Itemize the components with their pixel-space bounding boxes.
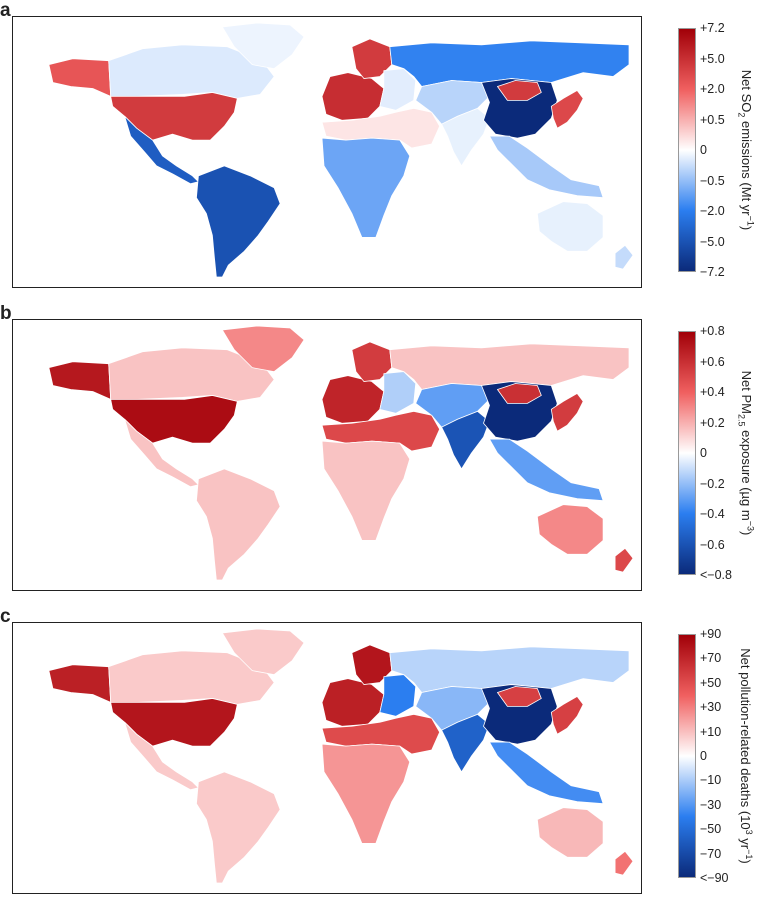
colorbar-label-part: exposure (µg m <box>739 426 755 521</box>
colorbar-tick: −0.4 <box>700 507 725 521</box>
colorbar-label-part: −3 <box>745 520 756 531</box>
region-eastern-europe <box>379 68 417 111</box>
region-greenland <box>221 325 305 373</box>
colorbar-tick: −2.0 <box>700 204 725 218</box>
colorbar-label: Net pollution-related deaths (103 yr−1) <box>738 648 754 863</box>
colorbar-tick: −5.0 <box>700 234 725 249</box>
region-western-europe <box>321 375 385 424</box>
region-sub-saharan-africa <box>321 137 411 238</box>
world-map <box>12 319 642 591</box>
colorbar-tick: +0.8 <box>700 324 725 338</box>
region-new-zealand <box>614 244 634 270</box>
colorbar-label-part: ) <box>739 530 755 536</box>
colorbar-tick: −10 <box>700 773 722 788</box>
colorbar-tick: +10 <box>700 724 722 739</box>
region-south-america <box>196 468 281 581</box>
region-mongolia <box>497 80 542 101</box>
region-australia <box>536 807 604 858</box>
colorbar <box>678 634 696 878</box>
region-south-asia <box>441 713 490 773</box>
colorbar-tick: −50 <box>700 822 722 837</box>
region-new-zealand <box>614 850 634 876</box>
colorbar-label-part: ) <box>739 225 755 231</box>
region-australia <box>536 504 604 555</box>
region-japan-korea <box>550 90 584 129</box>
region-south-america <box>196 165 281 278</box>
colorbar-label-part: ) <box>737 859 753 864</box>
colorbar-label-part: −1 <box>745 215 756 226</box>
colorbar-label-part: −1 <box>744 849 755 860</box>
region-southeast-asia <box>489 135 604 199</box>
panel-a: a +7.2 +5.0 +2.0 +0.5 0 −0.5 −2.0 −5.0 −7.2 Net SO… <box>0 0 770 290</box>
region-sub-saharan-africa <box>321 743 411 844</box>
world-map <box>12 622 642 894</box>
region-south-asia <box>441 107 490 167</box>
colorbar-tick: 0 <box>700 446 707 460</box>
colorbar-tick: −7.2 <box>700 265 725 279</box>
colorbar-tick: +30 <box>700 700 722 715</box>
region-southeast-asia <box>489 741 604 805</box>
colorbar-tick: 0 <box>700 749 707 763</box>
colorbar <box>678 331 696 575</box>
region-south-asia <box>441 410 490 470</box>
colorbar-tick: −70 <box>700 846 722 861</box>
region-western-europe <box>321 678 385 727</box>
world-map <box>12 16 642 288</box>
region-new-zealand <box>614 547 634 573</box>
colorbar-tick: +5.0 <box>700 51 725 66</box>
colorbar-tick: −0.2 <box>700 476 725 491</box>
colorbar-label-part: Net PM <box>739 370 755 415</box>
region-western-europe <box>321 72 385 121</box>
map-svg <box>48 22 634 278</box>
colorbar-tick: +7.2 <box>700 21 725 35</box>
region-alaska <box>48 58 112 97</box>
colorbar-tick: 0 <box>700 143 707 157</box>
panel-c: c +90 +70 +50 +30 +10 0 −10 −30 −50 −70 <−90 Net pol… <box>0 606 770 896</box>
region-greenland <box>221 628 305 676</box>
colorbar-label-part: Net pollution-related deaths (10 <box>737 648 753 830</box>
colorbar-label-part: 2.5 <box>736 414 747 427</box>
colorbar-tick: <−90 <box>700 871 729 885</box>
colorbar-label: Net PM2.5 exposure (µg m−3) <box>737 371 756 536</box>
region-greenland <box>221 22 305 70</box>
panel-letter: c <box>0 606 11 627</box>
region-japan-korea <box>550 696 584 735</box>
colorbar-tick: +0.5 <box>700 112 725 127</box>
region-alaska <box>48 361 112 400</box>
colorbar-tick: +0.2 <box>700 415 725 430</box>
region-russia-central-asia <box>389 343 630 390</box>
colorbar-label-part: emissions (Mt yr <box>739 117 755 216</box>
region-south-america <box>196 771 281 884</box>
colorbar-tick: +2.0 <box>700 82 725 96</box>
region-eastern-europe <box>379 674 417 717</box>
colorbar-label-part: Net SO <box>739 69 755 113</box>
region-alaska <box>48 664 112 703</box>
colorbar-tick: −0.5 <box>700 173 725 188</box>
colorbar-tick: +90 <box>700 627 722 641</box>
colorbar-label: Net SO2 emissions (Mt yr−1) <box>737 70 756 230</box>
region-russia-central-asia <box>389 646 630 693</box>
region-japan-korea <box>550 393 584 432</box>
region-australia <box>536 201 604 252</box>
colorbar-tick: +0.4 <box>700 385 725 399</box>
panel-letter: a <box>0 0 11 21</box>
colorbar-tick: +70 <box>700 651 722 666</box>
region-russia-central-asia <box>389 40 630 87</box>
colorbar-tick: +0.6 <box>700 354 725 369</box>
region-mongolia <box>497 686 542 707</box>
colorbar <box>678 28 696 272</box>
colorbar-tick: −0.6 <box>700 537 725 552</box>
colorbar-tick: −30 <box>700 797 722 812</box>
map-svg <box>48 628 634 884</box>
region-mongolia <box>497 383 542 404</box>
colorbar-label-part: yr <box>737 834 753 850</box>
region-southeast-asia <box>489 438 604 502</box>
region-sub-saharan-africa <box>321 440 411 541</box>
panel-b: b +0.8 +0.6 +0.4 +0.2 0 −0.2 −0.4 −0.6 <−0.8 Net P… <box>0 303 770 593</box>
map-svg <box>48 325 634 581</box>
colorbar-tick: <−0.8 <box>700 568 732 582</box>
panel-letter: b <box>0 303 12 324</box>
colorbar-tick: +50 <box>700 675 722 690</box>
region-eastern-europe <box>379 371 417 414</box>
